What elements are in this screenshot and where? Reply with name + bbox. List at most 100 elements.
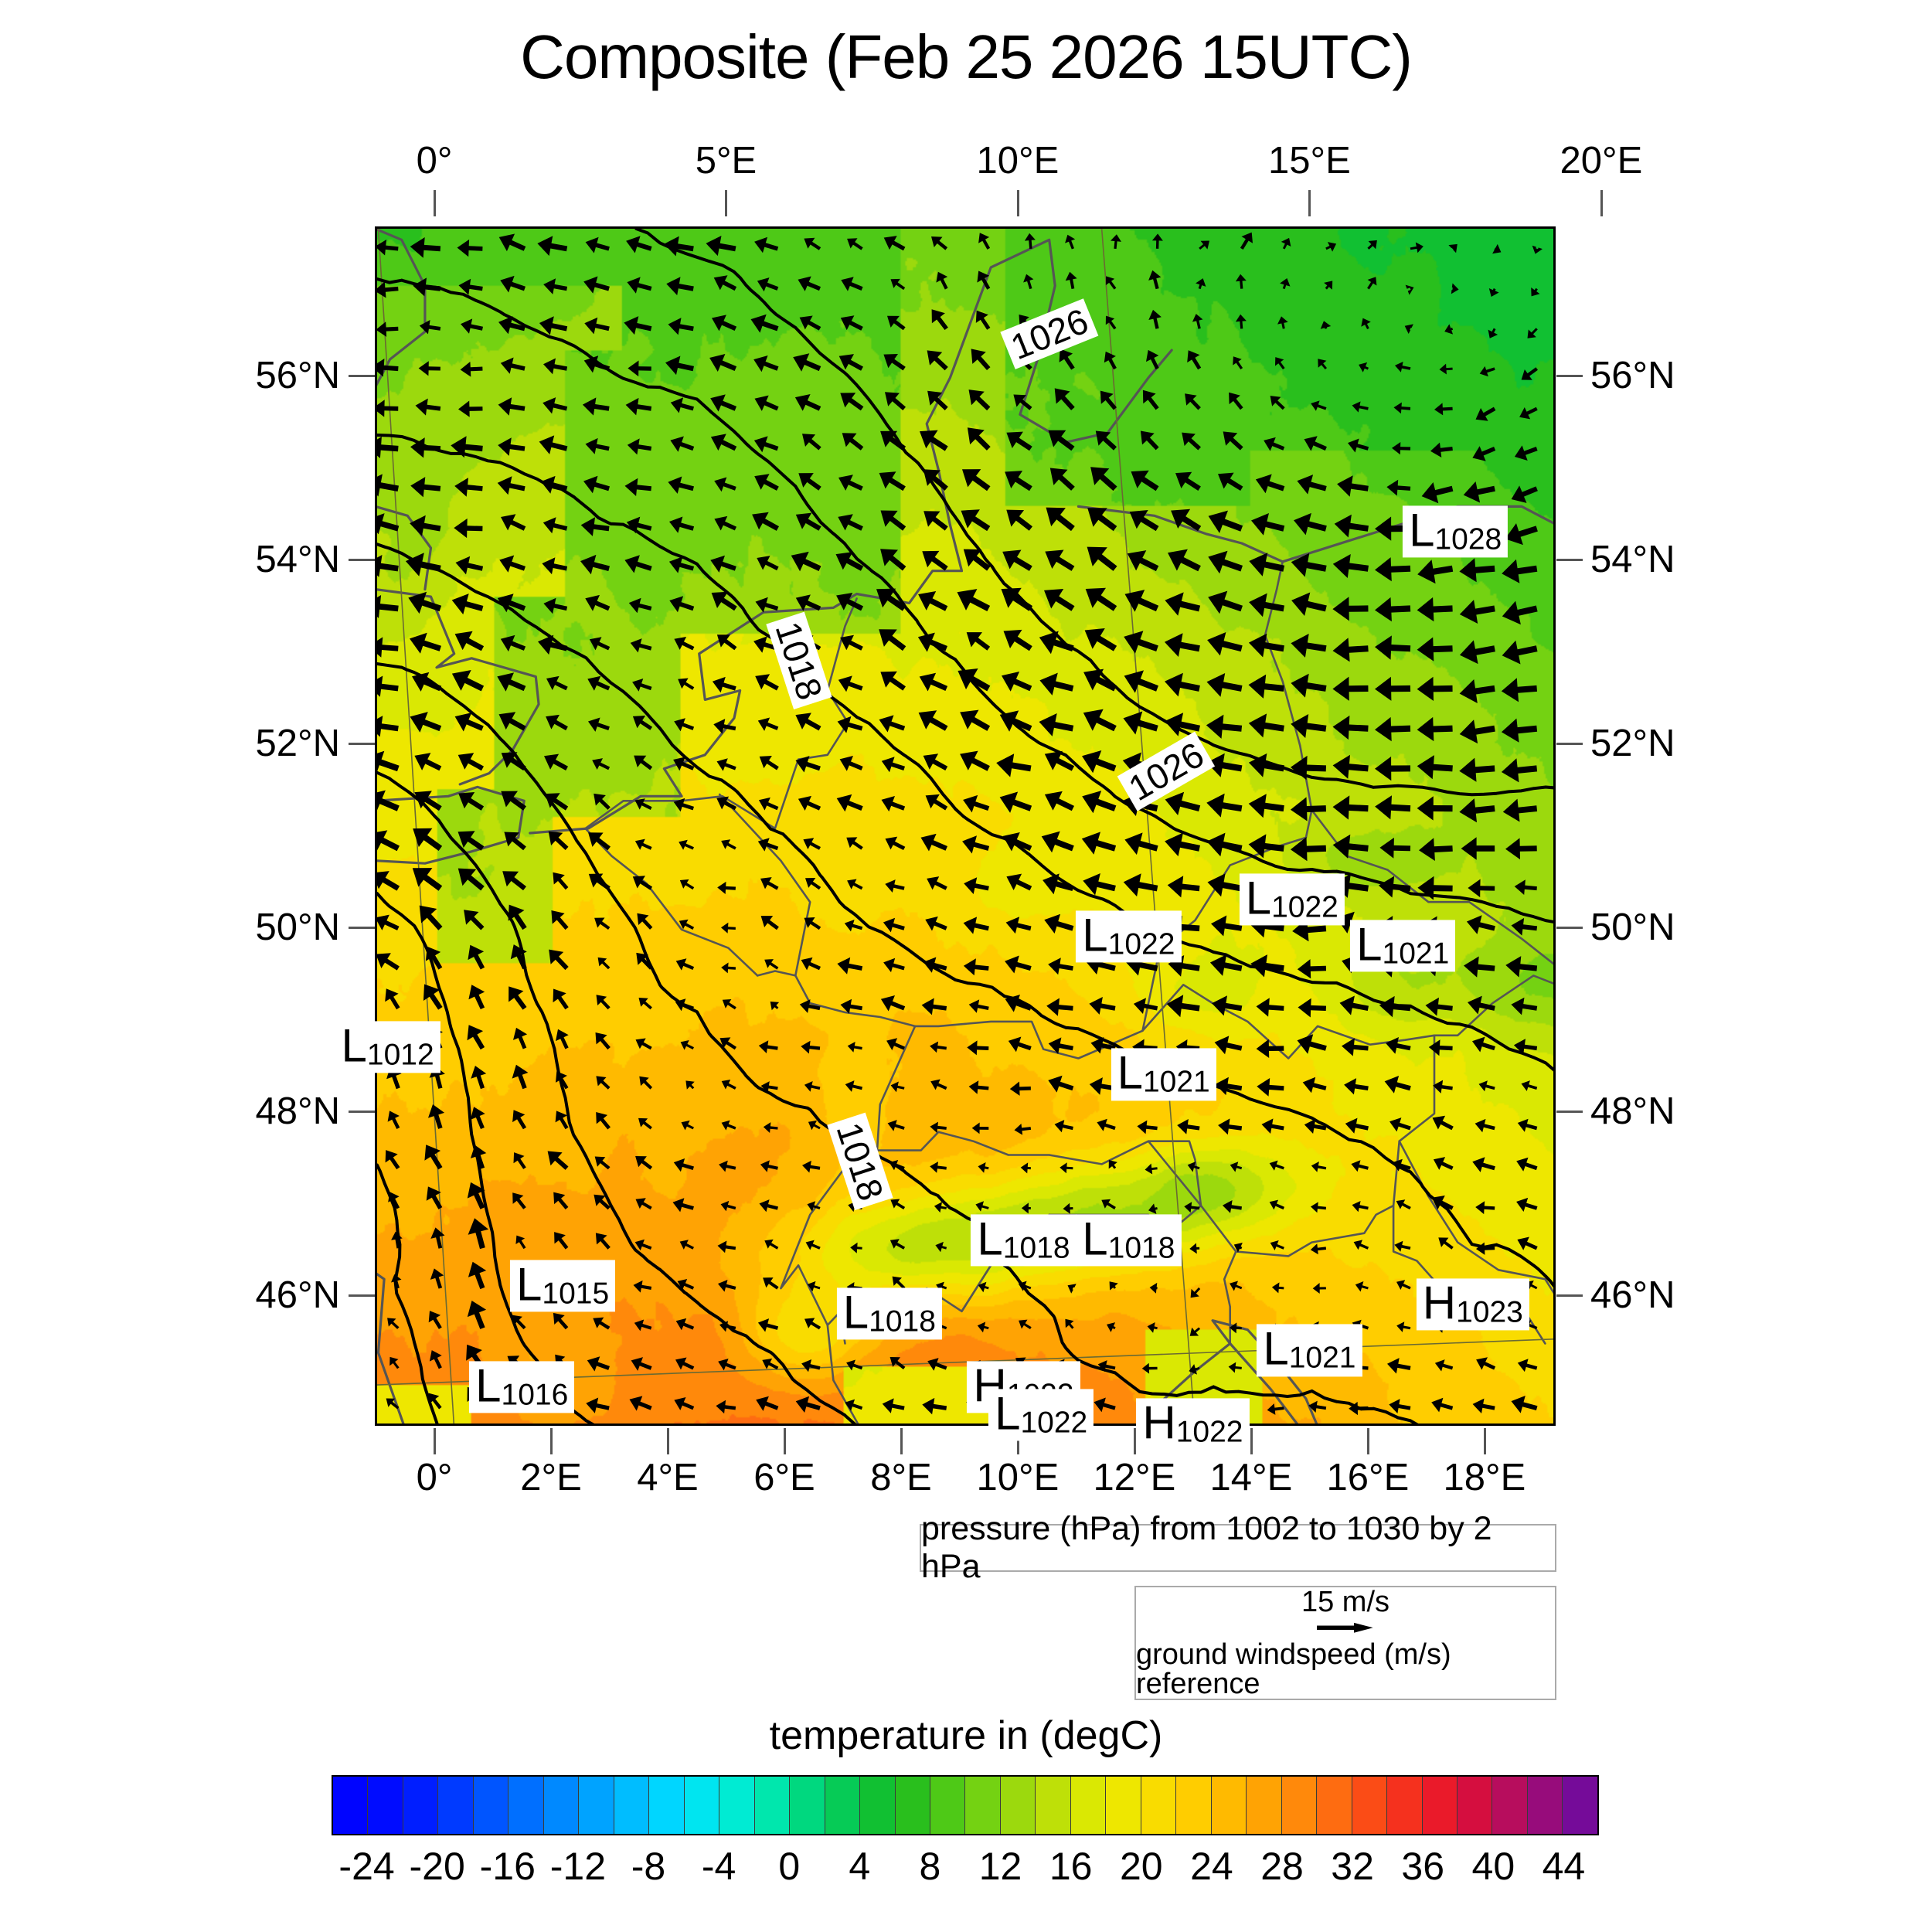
axis-label-right-5: 46°N [1590,1274,1675,1316]
axis-label-bottom-7: 14°E [1209,1457,1293,1498]
colorbar-tick-label: 4 [849,1845,871,1888]
colorbar-tick-label: 44 [1542,1845,1586,1888]
axis-tick-bottom-5 [1016,1428,1019,1454]
colorbar-tick-label: 36 [1401,1845,1445,1888]
axis-tick-bottom-7 [1250,1428,1253,1454]
colorbar-tick-label: 0 [778,1845,801,1888]
axis-label-bottom-4: 8°E [870,1457,932,1498]
axis-label-left-5: 46°N [255,1274,340,1316]
temperature-colorbar[interactable] [332,1775,1599,1835]
axis-label-bottom-0: 0° [416,1457,453,1498]
axis-tick-right-2 [1556,742,1583,745]
axis-label-right-4: 48°N [1590,1090,1675,1132]
temperature-heatmap-canvas [377,229,1553,1423]
colorbar-swatch [719,1777,755,1834]
axis-tick-bottom-4 [900,1428,903,1454]
colorbar-swatch [579,1777,614,1834]
pressure-center-value: 1023 [1456,1295,1523,1329]
axis-label-left-1: 54°N [255,538,340,580]
page-title: Composite (Feb 25 2026 15UTC) [520,22,1413,91]
colorbar-swatch [1000,1777,1036,1834]
colorbar-swatch [1247,1777,1282,1834]
axis-label-left-2: 52°N [255,722,340,764]
axis-tick-bottom-0 [434,1428,436,1454]
pressure-center-l-1022: L1022 [1076,910,1182,963]
colorbar-swatch [438,1777,474,1834]
colorbar-tick-label: 28 [1260,1845,1304,1888]
colorbar-tick-label: -8 [631,1845,666,1888]
pressure-legend-text: pressure (hPa) from 1002 to 1030 by 2 hP… [921,1510,1492,1585]
pressure-center-l-1012: L1012 [335,1021,440,1073]
map-panel[interactable] [375,226,1556,1426]
axis-tick-top-3 [1308,190,1311,216]
axis-tick-left-5 [349,1294,375,1297]
axis-tick-bottom-9 [1483,1428,1486,1454]
colorbar-swatch [1141,1777,1177,1834]
axis-tick-bottom-8 [1366,1428,1369,1454]
axis-label-right-2: 52°N [1590,722,1675,764]
axis-tick-left-0 [349,374,375,377]
axis-tick-right-1 [1556,558,1583,561]
pressure-center-l-1021: L1021 [1111,1046,1216,1100]
colorbar-swatch [1317,1777,1352,1834]
pressure-center-value: 1021 [1288,1341,1356,1375]
pressure-center-value: 1022 [1020,1406,1088,1440]
pressure-center-l-1021: L1021 [1257,1324,1362,1376]
colorbar-swatch [754,1777,791,1834]
axis-label-top-4: 20°E [1560,140,1643,182]
axis-tick-bottom-1 [549,1428,553,1454]
colorbar-swatch [1563,1777,1597,1834]
pressure-center-value: 1022 [1175,1415,1243,1449]
colorbar-tick-label: 12 [978,1845,1022,1888]
axis-tick-bottom-2 [666,1428,669,1454]
pressure-center-type: L [516,1258,543,1311]
axis-label-bottom-2: 4°E [637,1457,699,1498]
axis-label-right-1: 54°N [1590,538,1675,580]
axis-tick-right-5 [1556,1294,1583,1297]
colorbar-swatch [1422,1777,1458,1834]
pressure-center-type: L [995,1387,1021,1440]
colorbar-swatch [965,1777,1001,1834]
pressure-center-l-1016: L1016 [469,1361,575,1413]
pressure-center-value: 1018 [1107,1231,1175,1265]
colorbar-tick-label: -4 [701,1845,736,1888]
pressure-center-l-1021: L1021 [1350,920,1456,972]
pressure-center-value: 1021 [1142,1065,1210,1099]
wind-reference-caption: ground windspeed (m/s) reference [1136,1638,1451,1700]
wind-reference-value: 15 m/s [1301,1586,1390,1618]
colorbar-swatch [1036,1777,1071,1834]
colorbar-tick-label: 24 [1190,1845,1233,1888]
pressure-center-type: L [1117,1046,1143,1099]
colorbar-swatch [473,1777,509,1834]
axis-label-bottom-8: 16°E [1326,1457,1410,1498]
colorbar-tick-label: 16 [1049,1845,1093,1888]
colorbar-tick-label: -12 [549,1845,607,1888]
colorbar-swatch [1211,1777,1247,1834]
pressure-center-value: 1016 [501,1378,569,1412]
axis-label-left-4: 48°N [255,1090,340,1132]
axis-label-top-3: 15°E [1268,140,1351,182]
colorbar-swatch [1106,1777,1141,1834]
axis-label-bottom-1: 2°E [520,1457,582,1498]
pressure-center-l-1018: L1018 [971,1213,1077,1267]
map-overlay-vectors [377,229,1553,1423]
colorbar-swatch [895,1777,930,1834]
axis-tick-top-4 [1600,190,1603,216]
axis-label-right-0: 56°N [1590,354,1675,396]
pressure-center-value: 1022 [1271,890,1338,924]
colorbar-tick-label: 20 [1119,1845,1163,1888]
pressure-center-type: L [842,1286,869,1338]
pressure-center-value: 1015 [542,1277,610,1311]
axis-label-right-3: 50°N [1590,906,1675,948]
colorbar-swatch [403,1777,439,1834]
pressure-center-h-1022: H1022 [1136,1398,1250,1451]
colorbar-swatch [649,1777,685,1834]
axis-label-top-2: 10°E [976,140,1060,182]
colorbar-tick-label: 32 [1331,1845,1374,1888]
pressure-center-type: L [341,1019,367,1072]
colorbar-swatch [1176,1777,1212,1834]
pressure-center-value: 1021 [1382,937,1450,971]
axis-tick-left-1 [349,558,375,561]
colorbar-tick-label: -16 [479,1845,536,1888]
pressure-center-l-1028: L1028 [1403,505,1509,558]
